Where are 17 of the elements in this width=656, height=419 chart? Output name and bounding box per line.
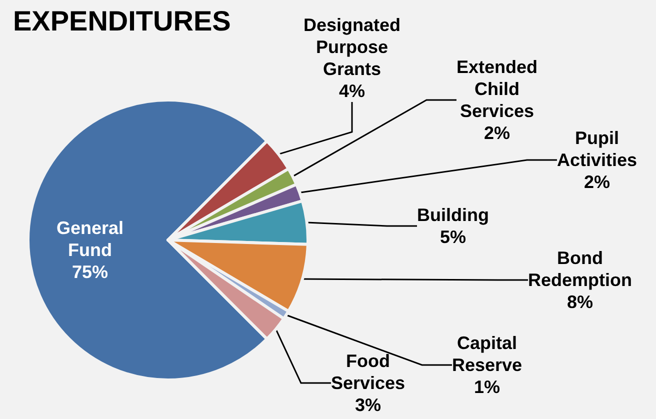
slice-label: Building [417, 205, 489, 225]
slice-label: General Fund [56, 218, 124, 260]
data-label: 5% [440, 227, 466, 247]
slice-label: Extended Child Services [456, 57, 538, 121]
data-label: 4% [338, 81, 366, 101]
data-label: 8% [566, 292, 594, 312]
slice-label: Food Services [330, 351, 406, 393]
data-label: 1% [474, 377, 500, 397]
data-label: 2% [584, 172, 610, 192]
data-label: 3% [354, 395, 382, 415]
slice-label: Bond Redemption [528, 248, 632, 290]
data-label: 2% [484, 123, 510, 143]
chart-title: EXPENDITURES [13, 6, 231, 36]
slice-label: Designated Purpose Grants [303, 15, 401, 79]
data-label: 75% [72, 262, 108, 282]
slice-label: Pupil Activities [556, 128, 638, 170]
slice-label: Capital Reserve [452, 333, 522, 375]
